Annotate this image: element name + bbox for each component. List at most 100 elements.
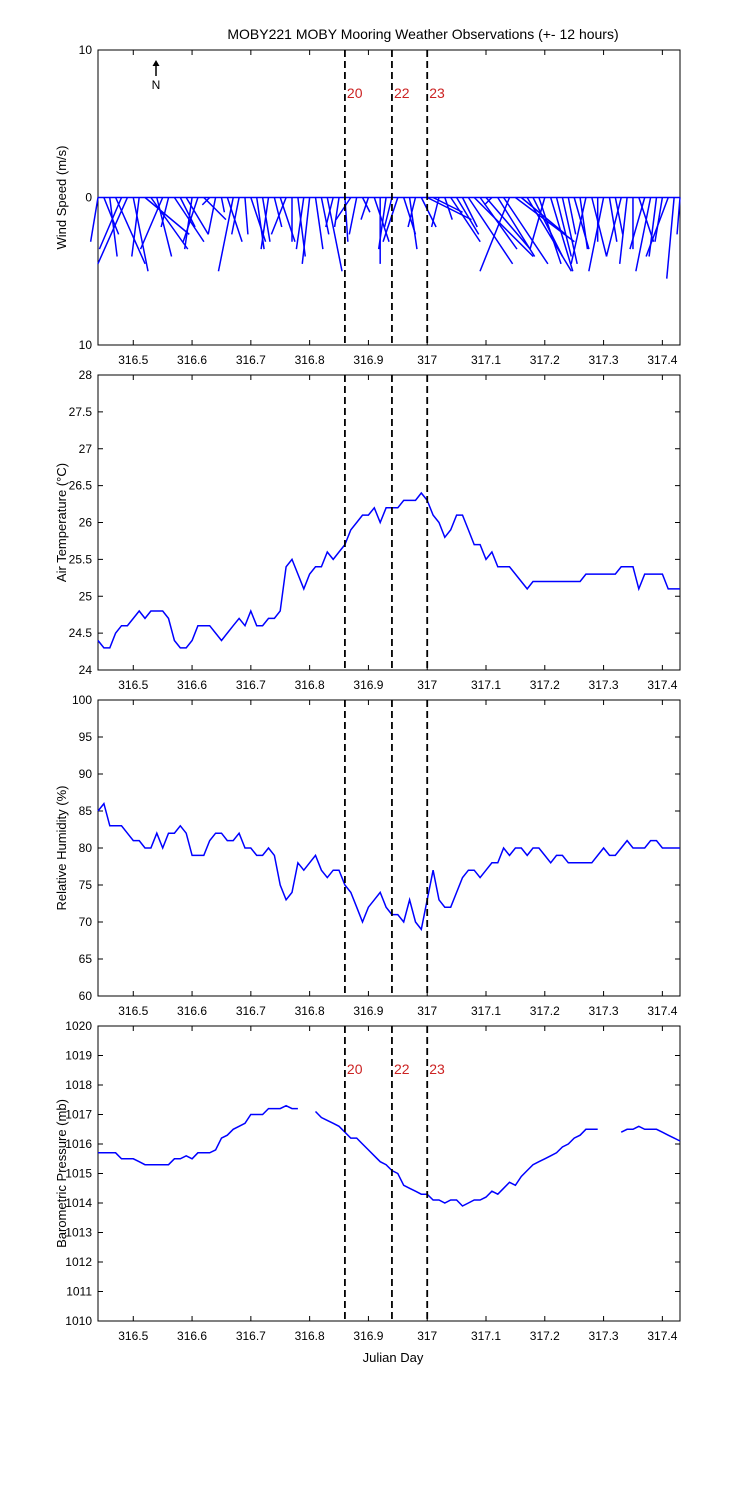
y-tick-label: 25.5	[69, 552, 93, 566]
x-tick-label: 316.7	[236, 1329, 266, 1343]
wind-vector	[635, 197, 652, 272]
x-tick-label: 317.1	[471, 353, 501, 367]
x-axis-label: Julian Day	[363, 1350, 424, 1365]
y-tick-label: 26	[79, 516, 93, 530]
chart-panels: 316.5 316.6 316.7 316.8 316.9 317 317.1 317.2 31…	[54, 43, 681, 1343]
wind-vector	[665, 197, 675, 279]
event-marker-label: 20	[347, 1061, 363, 1077]
wind-vector	[444, 197, 453, 220]
x-tick-label: 317.3	[589, 353, 619, 367]
x-tick-label: 317.3	[589, 1004, 619, 1018]
wind-vector	[230, 197, 240, 235]
y-tick-label: 60	[79, 989, 93, 1003]
y-tick-label: 24.5	[69, 626, 93, 640]
y-tick-label: 28	[79, 368, 93, 382]
y-tick-label: 95	[79, 730, 93, 744]
y-tick-label: 1020	[65, 1019, 92, 1033]
wind-vector	[97, 197, 129, 265]
y-tick-label: 1010	[65, 1314, 92, 1328]
plot-frame	[97, 374, 681, 671]
wind-vector	[201, 196, 211, 206]
x-tick-label: 316.7	[236, 353, 266, 367]
x-tick-label: 316.9	[353, 678, 383, 692]
y-tick-label: 1016	[65, 1137, 92, 1151]
y-tick-label: 1019	[65, 1049, 92, 1063]
wind-vector	[483, 196, 493, 206]
wind-vector	[207, 197, 217, 235]
wind-vector	[549, 197, 574, 272]
x-tick-label: 316.5	[118, 1329, 148, 1343]
x-tick-label: 316.6	[177, 678, 207, 692]
x-tick-label: 316.9	[353, 1329, 383, 1343]
event-marker-label: 22	[394, 85, 410, 101]
wind-vector	[220, 197, 226, 213]
wind-vector	[654, 197, 664, 242]
y-tick-label: 85	[79, 804, 93, 818]
wind-vector	[279, 197, 296, 242]
wind-vector	[503, 197, 549, 265]
y-tick-label: 27	[79, 442, 93, 456]
wind-vector	[244, 197, 249, 235]
x-tick-label: 316.5	[118, 678, 148, 692]
wind-vector	[360, 197, 370, 220]
y-tick-label: 1012	[65, 1255, 92, 1269]
wind-vector	[103, 197, 120, 235]
wind-vector	[479, 197, 511, 272]
y-tick-label: 75	[79, 878, 93, 892]
wind-vector	[295, 197, 305, 250]
x-tick-label: 317.1	[471, 678, 501, 692]
x-tick-label: 316.7	[236, 678, 266, 692]
x-tick-label: 316.8	[295, 1004, 325, 1018]
x-tick-label: 316.5	[118, 1004, 148, 1018]
wind-vector	[132, 197, 149, 272]
wind-vector	[203, 196, 227, 221]
wind-vector	[260, 197, 270, 250]
x-tick-label: 317.2	[530, 678, 560, 692]
wind-vector	[520, 196, 567, 235]
event-marker-label: 23	[429, 1061, 445, 1077]
wind-vector	[430, 197, 440, 228]
y-tick-label: 0	[85, 191, 92, 205]
x-tick-label: 317.2	[530, 1329, 560, 1343]
y-tick-label: 1013	[65, 1226, 92, 1240]
x-tick-label: 317.4	[647, 1329, 677, 1343]
x-tick-label: 316.6	[177, 1329, 207, 1343]
panel-pressure: 316.5 316.6 316.7 316.8 316.9 317 317.1 317.2 31…	[54, 1019, 681, 1343]
y-axis-label: Wind Speed (m/s)	[54, 145, 69, 249]
y-tick-label: 100	[72, 693, 92, 707]
wind-vector	[383, 197, 393, 228]
wind-vector	[348, 197, 358, 235]
wind-vector	[382, 197, 399, 242]
y-tick-label: 24	[79, 663, 93, 677]
y-tick-label: 10	[79, 43, 93, 57]
x-tick-label: 317.1	[471, 1004, 501, 1018]
plot-frame	[97, 699, 681, 997]
wind-vector	[407, 197, 417, 228]
wind-vector	[114, 197, 146, 265]
wind-vector	[467, 197, 514, 265]
wind-vector	[326, 197, 343, 272]
wind-vector	[450, 197, 481, 243]
x-tick-label: 316.9	[353, 353, 383, 367]
wind-vector	[676, 197, 681, 235]
x-tick-label: 317	[417, 353, 437, 367]
wind-vector	[131, 197, 140, 257]
y-tick-label: 1018	[65, 1078, 92, 1092]
wind-vector	[325, 197, 334, 228]
pressure-line	[98, 1104, 681, 1207]
wind-vector	[532, 197, 564, 257]
x-tick-label: 316.5	[118, 353, 148, 367]
x-tick-label: 316.9	[353, 1004, 383, 1018]
x-tick-label: 317.2	[530, 353, 560, 367]
wind-vector	[183, 197, 193, 250]
y-tick-label: 65	[79, 952, 93, 966]
wind-vector	[301, 197, 311, 264]
y-axis-label: Relative Humidity (%)	[54, 786, 69, 911]
y-tick-label: 70	[79, 915, 93, 929]
y-axis-label: Barometric Pressure (mb)	[54, 1099, 69, 1248]
x-tick-label: 316.8	[295, 1329, 325, 1343]
wind-vector	[320, 197, 330, 235]
x-tick-label: 316.6	[177, 353, 207, 367]
x-tick-label: 317.4	[647, 353, 677, 367]
